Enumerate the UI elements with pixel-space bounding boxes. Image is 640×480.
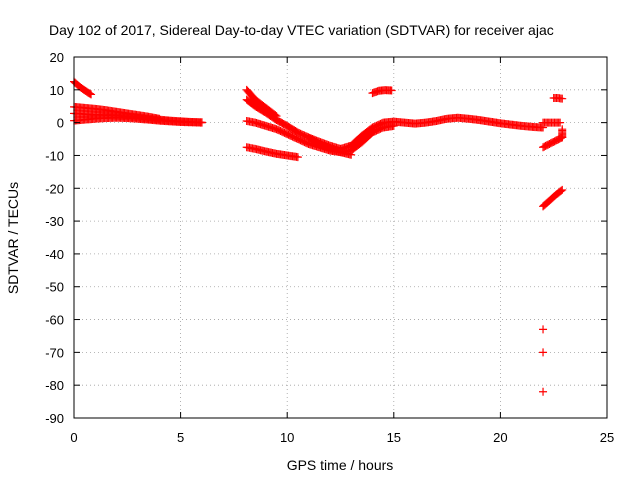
data-point [539, 348, 548, 357]
data-point [558, 133, 567, 142]
data-point [556, 134, 565, 143]
axes: 0 5 10 15 20 25 20 10 0 -10 -20 -30 -40 -50 -60 -70 -80 -… [45, 50, 614, 445]
x-tick-label: 15 [387, 430, 401, 445]
data-point [85, 89, 94, 98]
data-point [197, 118, 206, 127]
y-tick-label: -30 [45, 214, 64, 229]
chart-title: Day 102 of 2017, Sidereal Day-to-day VTE… [49, 22, 554, 38]
data-point [558, 185, 567, 194]
y-tick-label: -50 [45, 280, 64, 295]
y-tick-label: 0 [57, 116, 64, 131]
data-points [70, 77, 567, 396]
y-tick-label: 20 [50, 50, 64, 65]
data-point [539, 387, 548, 396]
x-axis-label: GPS time / hours [287, 457, 394, 473]
data-point [558, 94, 567, 103]
x-tick-label: 5 [177, 430, 184, 445]
x-tick-label: 20 [493, 430, 507, 445]
data-point [539, 325, 548, 334]
data-point [87, 90, 96, 99]
y-tick-label: -60 [45, 313, 64, 328]
y-tick-label: -90 [45, 411, 64, 426]
x-tick-label: 10 [280, 430, 294, 445]
data-point [556, 118, 565, 127]
data-point [387, 86, 396, 95]
plot-frame [73, 56, 608, 419]
y-tick-label: -70 [45, 345, 64, 360]
x-tick-label: 25 [600, 430, 614, 445]
data-point [557, 186, 566, 195]
y-axis-label: SDTVAR / TECUs [5, 182, 21, 294]
y-tick-label: -20 [45, 181, 64, 196]
y-tick-label: -40 [45, 247, 64, 262]
y-tick-label: -80 [45, 378, 64, 393]
y-tick-label: 10 [50, 83, 64, 98]
x-tick-label: 0 [70, 430, 77, 445]
y-tick-label: -10 [45, 148, 64, 163]
data-point [293, 153, 302, 162]
